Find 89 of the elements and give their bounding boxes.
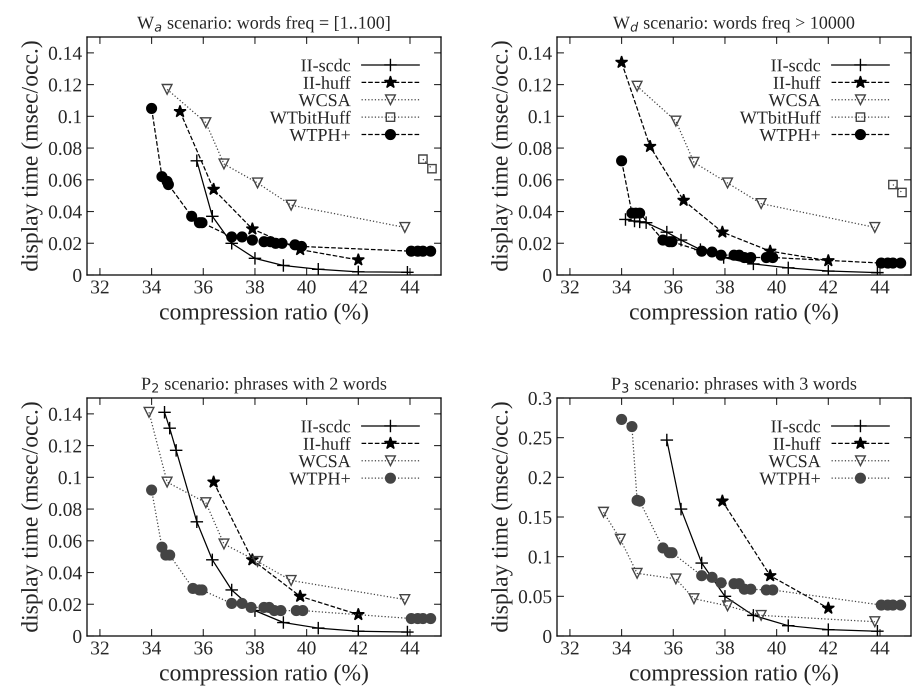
x-tick-label: 32 — [91, 280, 109, 294]
y-tick-label: 0.02 — [48, 598, 82, 612]
x-tick-label: 44 — [400, 642, 420, 654]
x-tick-label: 44 — [870, 642, 890, 654]
x-axis-title: compression ratio (%) — [160, 303, 368, 324]
y-tick-label: 0.2 — [528, 471, 552, 484]
y-tick-label: 0.08 — [518, 142, 552, 156]
x-axis-title: compression ratio (%) — [160, 664, 368, 686]
legend-label: II-huff — [304, 76, 351, 89]
x-tick-label: 36 — [664, 641, 682, 655]
x-tick-label: 34 — [612, 280, 632, 294]
x-tick-label: 40 — [767, 641, 786, 655]
y-tick-label: 0.04 — [518, 205, 552, 219]
legend-label: WTPH+ — [289, 129, 350, 142]
legend-label: II-scdc — [771, 58, 820, 72]
x-tick-label: 42 — [348, 280, 367, 294]
y-axis-title: display time (msec/occ.) — [21, 402, 43, 632]
x-tick-label: 34 — [612, 641, 632, 655]
y-tick-label: 0.1 — [528, 110, 551, 124]
y-axis-title: display time (msec/occ.) — [491, 402, 513, 632]
x-tick-label: 38 — [716, 280, 734, 294]
y-tick-label: 0.12 — [518, 78, 552, 92]
x-tick-label: 38 — [246, 641, 264, 655]
x-tick-label: 32 — [561, 641, 579, 655]
y-tick-label: 0.3 — [528, 392, 552, 406]
x-tick-label: 34 — [142, 641, 162, 655]
x-tick-label: 40 — [297, 280, 316, 294]
legend-label: WTPH+ — [759, 129, 820, 142]
y-tick-label: 0.02 — [518, 237, 552, 250]
y-tick-label: 0.04 — [48, 566, 82, 580]
y-axis-title: display time (msec/occ.) — [491, 41, 513, 271]
legend-label: WTPH+ — [289, 472, 350, 485]
legend-label: WCSA — [298, 455, 351, 468]
x-tick-label: 44 — [400, 280, 420, 294]
y-tick-label: 0.14 — [48, 46, 82, 60]
x-tick-label: 38 — [716, 641, 734, 655]
y-tick-label: 0.06 — [518, 174, 552, 187]
y-axis-title: display time (msec/occ.) — [21, 41, 43, 271]
legend-label: II-scdc — [301, 58, 350, 72]
x-tick-label: 44 — [870, 280, 890, 294]
y-tick-label: 0.08 — [48, 502, 82, 516]
y-tick-label: 0.25 — [518, 431, 552, 445]
x-axis-title: compression ratio (%) — [630, 303, 838, 324]
y-tick-label: 0 — [543, 630, 552, 643]
y-tick-label: 0 — [73, 268, 82, 282]
y-tick-label: 0.14 — [48, 408, 82, 421]
y-tick-label: 0.02 — [48, 237, 82, 250]
x-tick-label: 40 — [297, 641, 316, 655]
y-tick-label: 0.1 — [528, 550, 551, 564]
y-tick-label: 0.1 — [58, 110, 81, 124]
legend-label: II-huff — [774, 76, 821, 89]
y-tick-label: 0.04 — [48, 205, 82, 219]
legend-label: WTbitHuff — [270, 110, 351, 124]
y-tick-label: 0.05 — [518, 590, 552, 604]
y-tick-label: 0.06 — [48, 174, 82, 187]
x-tick-label: 32 — [561, 280, 579, 294]
legend-label: II-huff — [304, 436, 351, 450]
x-tick-label: 42 — [348, 641, 367, 654]
y-tick-label: 0.12 — [48, 439, 82, 453]
legend-label: WCSA — [768, 94, 821, 106]
x-tick-label: 40 — [767, 280, 786, 294]
x-tick-label: 34 — [142, 280, 162, 294]
x-tick-label: 42 — [818, 641, 837, 654]
legend-label: II-scdc — [771, 420, 820, 432]
y-tick-label: 0.1 — [58, 471, 81, 484]
chart-title: P$_{2}$ scenario: phrases with 2 words — [142, 377, 386, 394]
x-tick-label: 36 — [194, 280, 212, 294]
legend-label: II-huff — [774, 436, 821, 450]
y-tick-label: 0.14 — [518, 46, 552, 60]
y-tick-label: 0 — [73, 630, 82, 643]
x-axis-title: compression ratio (%) — [630, 664, 838, 686]
legend-label: II-scdc — [301, 420, 350, 432]
x-tick-label: 36 — [664, 280, 682, 294]
y-tick-label: 0.15 — [518, 510, 552, 524]
x-tick-label: 42 — [818, 280, 837, 294]
x-tick-label: 38 — [246, 280, 264, 294]
legend-label: WCSA — [298, 94, 351, 106]
y-tick-label: 0.08 — [48, 142, 82, 156]
chart-title: W$_{d}$ scenario: words freq > 10000 — [612, 16, 854, 32]
y-tick-label: 0 — [543, 268, 552, 282]
chart-title: P$_{3}$ scenario: phrases with 3 words — [612, 377, 856, 394]
chart-title: W$_{a}$ scenario: words freq = [1..100] — [137, 16, 390, 32]
y-tick-label: 0.06 — [48, 534, 82, 548]
legend-label: WTbitHuff — [740, 110, 821, 124]
legend-label: WTPH+ — [759, 472, 820, 485]
legend-label: WCSA — [768, 455, 821, 468]
y-tick-label: 0.12 — [48, 78, 82, 92]
x-tick-label: 36 — [194, 641, 212, 655]
x-tick-label: 32 — [91, 641, 109, 655]
